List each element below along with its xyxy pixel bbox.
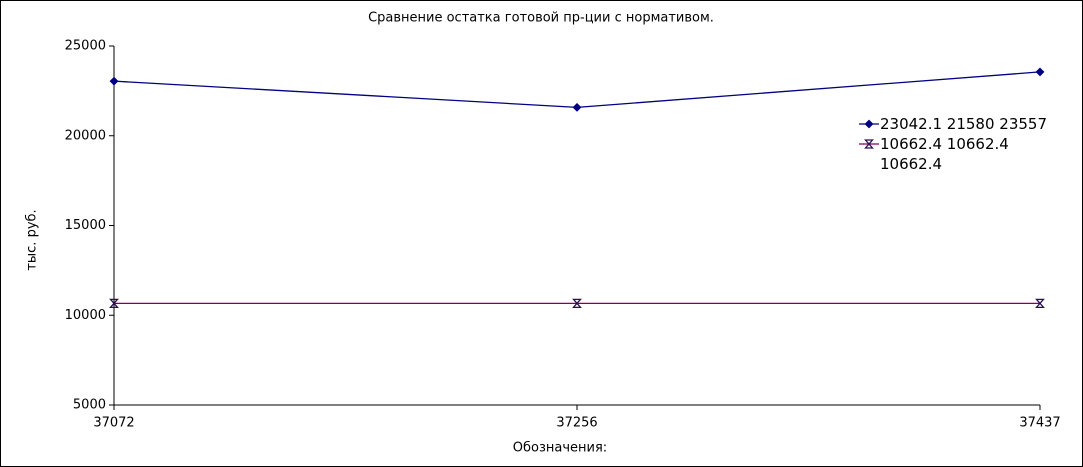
marker [1035, 298, 1045, 309]
x-tick-label: 37072 [93, 416, 134, 431]
marker [864, 119, 874, 129]
legend-item: 23042.1 21580 23557 [858, 114, 1073, 134]
marker [1035, 67, 1045, 77]
marker [109, 76, 119, 86]
legend-swatch [859, 139, 879, 149]
legend-item: 10662.4 10662.4 10662.4 [858, 134, 1073, 174]
y-tick-label: 25000 [65, 39, 106, 54]
legend-label: 23042.1 21580 23557 [880, 115, 1047, 133]
y-tick-label: 20000 [65, 128, 106, 143]
legend-label: 10662.4 10662.4 10662.4 [880, 135, 1009, 173]
marker [572, 298, 582, 309]
chart-title: Сравнение остатка готовой пр-ции с норма… [368, 11, 714, 26]
marker [572, 102, 582, 112]
y-tick-label: 10000 [65, 308, 106, 323]
legend: 23042.1 21580 23557 10662.4 10662.4 10662… [858, 114, 1073, 174]
y-axis-label: тыс. руб. [25, 209, 40, 270]
marker [864, 139, 874, 149]
x-axis-label: Обозначения: [513, 441, 607, 456]
x-tick-label: 37256 [556, 416, 597, 431]
y-tick-label: 5000 [73, 398, 106, 413]
marker [109, 298, 119, 309]
legend-swatch [859, 119, 879, 129]
x-tick-label: 37437 [1019, 416, 1060, 431]
y-tick-label: 15000 [65, 218, 106, 233]
